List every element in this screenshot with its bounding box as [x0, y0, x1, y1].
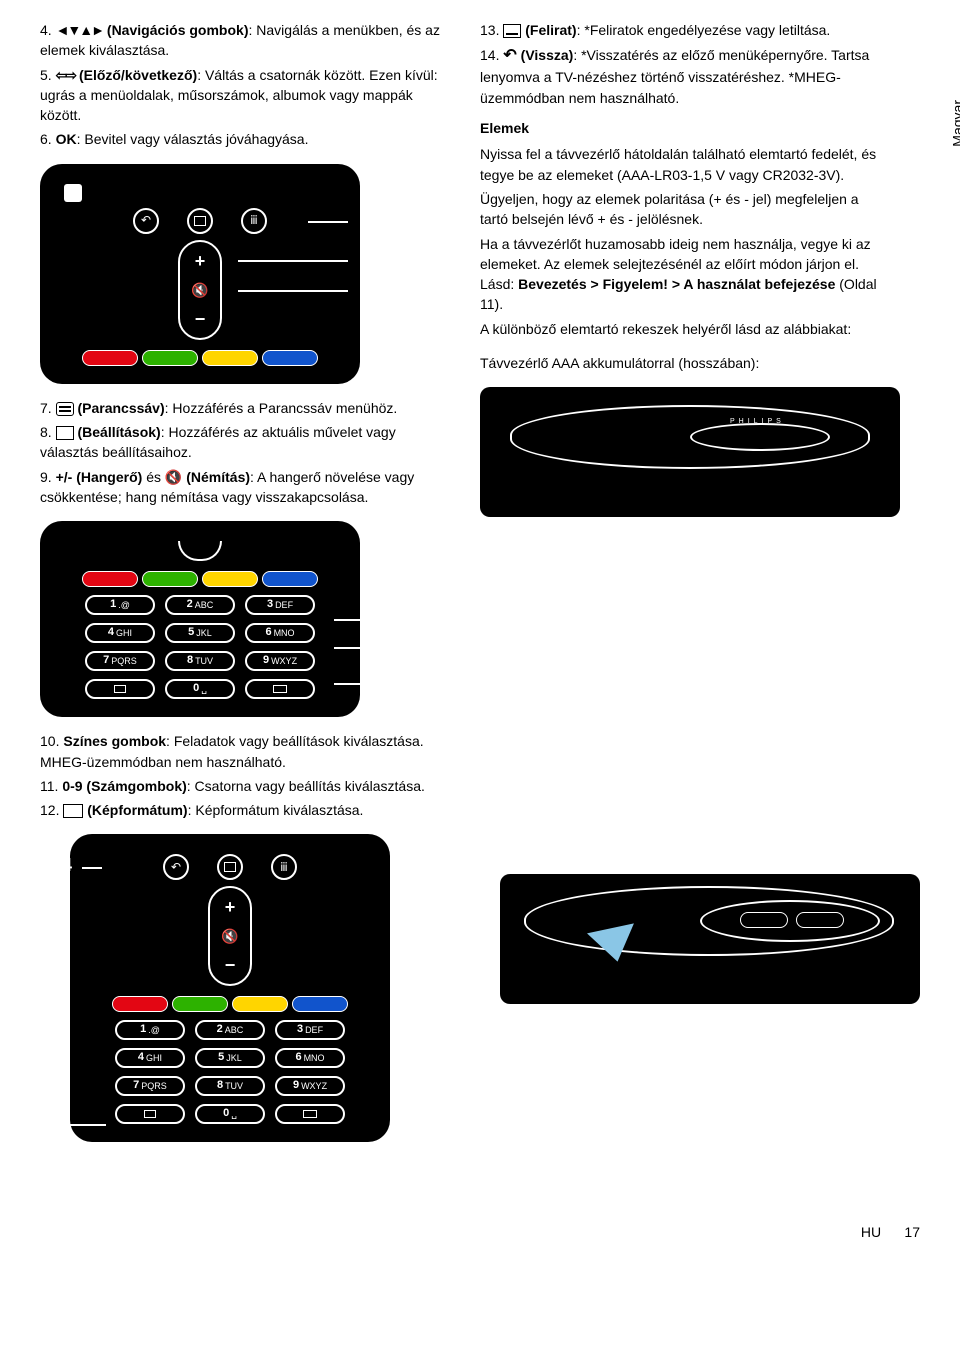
key-2: 2ABC: [165, 595, 235, 615]
callout-8: 8: [368, 262, 378, 288]
battery-figure-2: [500, 874, 920, 1004]
key-3: 3DEF: [275, 1020, 345, 1040]
key-4: 4GHI: [115, 1048, 185, 1068]
subtitle-icon: [503, 24, 521, 38]
key-format: [275, 1104, 345, 1124]
callout-14: 14: [52, 852, 72, 878]
blue-button: [262, 571, 318, 587]
mute-icon: 🔇: [191, 280, 208, 300]
back-icon: ↶: [163, 854, 189, 880]
item-12: 12. (Képformátum): Képformátum kiválaszt…: [40, 800, 470, 820]
left-column: 4. ◄▼▲► (Navigációs gombok): Navigálás a…: [40, 20, 450, 731]
callout-13: 13: [36, 1112, 56, 1138]
remote-figure-3: ↶ ⅲ 14 +🔇− 1.@ 2ABC 3DEF 4GHI 5JKL 6MNO …: [70, 834, 390, 1142]
key-0: 0␣: [195, 1104, 265, 1124]
elemek-p3: Ha a távvezérlőt huzamosabb ideig nem ha…: [480, 234, 890, 315]
color-buttons-row-2: 10: [56, 571, 344, 587]
right-column: 13. (Felirat): *Feliratok engedélyezése …: [480, 20, 890, 731]
callout-10: 10: [374, 515, 394, 541]
battery-slot-2: [796, 912, 844, 928]
red-button: [82, 571, 138, 587]
red-button: [82, 350, 138, 366]
options-icon: [217, 854, 243, 880]
battery-caption-1: Távvezérlő AAA akkumulátorral (hosszában…: [480, 353, 890, 373]
callout-9: 9: [368, 296, 378, 322]
elemek-p1: Nyissa fel a távvezérlő hátoldalán talál…: [480, 144, 890, 185]
item-9: 9. +/- (Hangerő) és 🔇 (Némítás): A hange…: [40, 467, 450, 508]
remote-figure-1: ↶ ⅲ 7 +🔇− 8 9: [40, 164, 360, 384]
callout-7: 7: [368, 204, 378, 230]
green-button: [142, 350, 198, 366]
key-1: 1.@: [85, 595, 155, 615]
page-footer: HU 17: [40, 1222, 920, 1242]
red-button: [112, 996, 168, 1012]
numpad-3: 1.@ 2ABC 3DEF 4GHI 5JKL 6MNO 7PQRS 8TUV …: [86, 1020, 374, 1124]
item-14: 14. ↶ (Vissza): *Visszatérés az előző me…: [480, 44, 890, 108]
back-icon: ↶: [133, 208, 159, 234]
yellow-button: [202, 350, 258, 366]
remote-figure-2: 10 1.@ 2ABC 3DEF 4GHI 5JKL 6MNO 7PQRS 8T…: [40, 521, 360, 717]
key-3: 3DEF: [245, 595, 315, 615]
battery-slot-1: [740, 912, 788, 928]
options-icon: [187, 208, 213, 234]
blue-button: [262, 350, 318, 366]
callout-11: 11: [375, 633, 394, 659]
elemek-heading: Elemek: [480, 118, 890, 138]
format-icon: [63, 804, 83, 818]
back-icon: ↶: [503, 47, 516, 64]
key-subtitle: [85, 679, 155, 699]
yellow-button: [232, 996, 288, 1012]
lower-left-block: 10. Színes gombok: Feladatok vagy beállí…: [40, 731, 470, 1142]
key-subtitle: [115, 1104, 185, 1124]
volume-rocker: +🔇−: [178, 240, 222, 340]
key-8: 8TUV: [195, 1076, 265, 1096]
commandbar-icon: [56, 402, 74, 416]
key-6: 6MNO: [275, 1048, 345, 1068]
green-button: [142, 571, 198, 587]
brand-text: PHILIPS: [730, 417, 785, 427]
key-5: 5JKL: [165, 623, 235, 643]
key-1: 1.@: [115, 1020, 185, 1040]
elemek-p4: A különböző elemtartó rekeszek helyéről …: [480, 319, 890, 339]
side-language-label: Magyar: [948, 100, 960, 147]
key-9: 9WXYZ: [275, 1076, 345, 1096]
item-10: 10. Színes gombok: Feladatok vagy beállí…: [40, 731, 470, 772]
mute-inline-icon: 🔇: [165, 469, 182, 485]
key-7: 7PQRS: [115, 1076, 185, 1096]
item-4: 4. ◄▼▲► (Navigációs gombok): Navigálás a…: [40, 20, 450, 61]
mute-icon: 🔇: [221, 926, 238, 946]
battery-figure-1: PHILIPS: [480, 387, 900, 517]
blue-button: [292, 996, 348, 1012]
item-11: 11. 0-9 (Számgombok): Csatorna vagy beál…: [40, 776, 470, 796]
settings-icon: [56, 426, 74, 440]
item-6: 6. OK: Bevitel vagy választás jóváhagyás…: [40, 129, 450, 149]
item-13: 13. (Felirat): *Feliratok engedélyezése …: [480, 20, 890, 40]
footer-page: 17: [904, 1224, 920, 1240]
item-5: 5. ⇦⇨ (Előző/következő): Váltás a csator…: [40, 65, 450, 126]
key-9: 9WXYZ: [245, 651, 315, 671]
green-button: [172, 996, 228, 1012]
footer-lang: HU: [861, 1224, 881, 1240]
color-buttons-row-3: [86, 996, 374, 1012]
key-8: 8TUV: [165, 651, 235, 671]
prev-next-icon: ⇦⇨: [56, 67, 75, 83]
callout-12: 12: [374, 671, 394, 697]
key-5: 5JKL: [195, 1048, 265, 1068]
volume-rocker: +🔇−: [208, 886, 252, 986]
key-format: [245, 679, 315, 699]
elemek-p2: Ügyeljen, hogy az elemek polaritása (+ é…: [480, 189, 890, 230]
info-icon: ⅲ: [241, 208, 267, 234]
nav-arrows-icon: ◄▼▲►: [56, 22, 103, 38]
color-buttons-row: [56, 350, 344, 366]
key-4: 4GHI: [85, 623, 155, 643]
key-2: 2ABC: [195, 1020, 265, 1040]
numpad: 1.@ 2ABC 3DEF 4GHI 5JKL 6MNO 7PQRS 8TUV …: [56, 595, 344, 699]
yellow-button: [202, 571, 258, 587]
info-icon: ⅲ: [271, 854, 297, 880]
key-7: 7PQRS: [85, 651, 155, 671]
item-7: 7. (Parancssáv): Hozzáférés a Parancssáv…: [40, 398, 450, 418]
key-6: 6MNO: [245, 623, 315, 643]
item-8: 8. (Beállítások): Hozzáférés az aktuális…: [40, 422, 450, 463]
key-0: 0␣: [165, 679, 235, 699]
